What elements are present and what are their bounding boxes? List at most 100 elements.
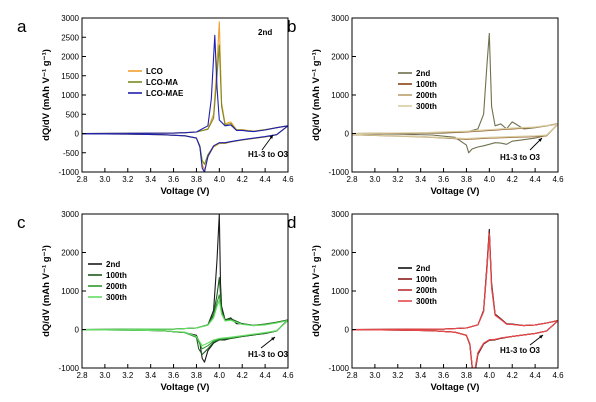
y-tick-label: 0	[345, 130, 350, 139]
x-tick-label: 4.6	[282, 371, 294, 380]
x-tick-label: 3.4	[415, 371, 427, 380]
legend-label: 100th	[416, 80, 437, 89]
y-tick-label: 3000	[331, 14, 349, 23]
x-tick-label: 3.2	[122, 175, 134, 184]
plot-frame	[81, 213, 289, 369]
x-tick-label: 4.4	[530, 371, 542, 380]
y-tick-label: 2000	[331, 53, 349, 62]
legend: 2nd 100th 200th 300th	[398, 69, 437, 111]
x-tick-label: 3.4	[415, 175, 427, 184]
x-tick-label: 4.2	[237, 371, 249, 380]
y-axis-title: dQ/dV (mAh V⁻¹ g⁻¹)	[41, 245, 52, 337]
series-line-4	[352, 233, 558, 368]
x-tick-label: 3.6	[168, 175, 180, 184]
x-tick-label: 3.2	[392, 175, 404, 184]
legend-label: LCO-MAE	[146, 89, 184, 98]
y-tick-label: 0	[75, 326, 80, 335]
panel-c: 2.8 3.0 3.2 3.4 3.6 3.8 4.0 4.2 4.4 4.6 -1000 0 1000…	[17, 210, 294, 393]
panel-d: 2.8 3.0 3.2 3.4 3.6 3.8 4.0 4.2 4.4 4.6 -1000 0 1000…	[287, 210, 564, 393]
legend: 2nd 100th 200th 300th	[88, 260, 127, 302]
x-tick-label: 2.8	[346, 371, 358, 380]
x-axis-title: Voltage (V)	[161, 382, 210, 393]
legend-label: 300th	[416, 297, 437, 306]
y-axis-title: dQ/dV (mAh V⁻¹ g⁻¹)	[311, 49, 322, 141]
x-tick-label: 4.4	[260, 175, 272, 184]
x-tick-label: 3.4	[145, 175, 157, 184]
x-tick-label: 3.6	[438, 175, 450, 184]
x-tick-label: 4.0	[214, 371, 226, 380]
y-tick-label: -1000	[59, 168, 80, 177]
x-tick-label: 2.8	[76, 371, 88, 380]
x-tick-label: 4.6	[552, 175, 564, 184]
legend-label: LCO-MA	[146, 78, 178, 87]
y-tick-label: 1000	[331, 91, 349, 100]
plot-frame	[81, 17, 289, 173]
x-tick-label: 3.8	[191, 371, 203, 380]
x-tick-label: 3.6	[438, 371, 450, 380]
x-tick-label: 4.2	[507, 371, 519, 380]
annotation-arrowhead	[269, 135, 273, 139]
y-tick-label: 2000	[331, 249, 349, 258]
legend-label: 200th	[416, 91, 437, 100]
x-axis-title: Voltage (V)	[161, 186, 210, 197]
x-tick-label: 4.0	[484, 371, 496, 380]
panel-letter: d	[287, 213, 296, 232]
panel-letter: b	[287, 17, 296, 36]
x-tick-label: 3.0	[99, 371, 111, 380]
x-tick-label: 3.8	[461, 175, 473, 184]
series-group	[352, 32, 558, 154]
series-line-3	[82, 294, 288, 350]
y-tick-label: 2000	[61, 249, 79, 258]
annotation-text: H1-3 to O3	[248, 150, 289, 159]
annotation-text: H1-3 to O3	[248, 350, 289, 359]
series-line-3	[82, 34, 288, 172]
legend-label: 2nd	[106, 260, 120, 269]
series-line-1	[82, 21, 288, 171]
x-tick-label: 3.0	[99, 175, 111, 184]
legend-label: 200th	[106, 282, 127, 291]
x-tick-label: 4.0	[214, 175, 226, 184]
x-tick-label: 3.8	[191, 175, 203, 184]
x-tick-label: 4.4	[530, 175, 542, 184]
y-tick-label: 2000	[61, 53, 79, 62]
y-tick-label: -500	[63, 149, 80, 158]
x-tick-label: 3.4	[145, 371, 157, 380]
legend-label: LCO	[146, 67, 163, 76]
x-axis-title: Voltage (V)	[431, 382, 480, 393]
series-line-4	[82, 300, 288, 347]
y-tick-label: 1000	[331, 287, 349, 296]
annotation-text: H1-3 to O3	[500, 153, 541, 162]
x-tick-label: 4.2	[507, 175, 519, 184]
legend-label: 100th	[416, 275, 437, 284]
x-tick-label: 2.8	[76, 175, 88, 184]
cycle-annotation: 2nd	[258, 28, 272, 37]
x-tick-label: 3.0	[369, 175, 381, 184]
y-tick-label: 1500	[61, 72, 79, 81]
panel-a: 2.8 3.0 3.2 3.4 3.6 3.8 4.0 4.2 4.4 4.6 -1000 -500 0…	[17, 14, 294, 197]
legend-label: 2nd	[416, 264, 430, 273]
series-line-2	[82, 44, 288, 165]
y-tick-label: 0	[345, 326, 350, 335]
legend-label: 300th	[416, 102, 437, 111]
annotation-arrowhead	[538, 138, 542, 142]
y-axis-title: dQ/dV (mAh V⁻¹ g⁻¹)	[311, 245, 322, 337]
y-tick-label: 3000	[61, 14, 79, 23]
x-tick-label: 4.2	[237, 175, 249, 184]
legend: LCO LCO-MA LCO-MAE	[128, 67, 184, 98]
y-tick-label: -1000	[329, 364, 350, 373]
plot-frame	[351, 17, 559, 173]
panel-b: 2.8 3.0 3.2 3.4 3.6 3.8 4.0 4.2 4.4 4.6 -1000 0 1000…	[287, 14, 564, 197]
legend-label: 300th	[106, 293, 127, 302]
x-tick-label: 2.8	[346, 175, 358, 184]
y-tick-label: -1000	[59, 364, 80, 373]
x-tick-label: 4.6	[282, 175, 294, 184]
annotation-arrowhead	[271, 337, 275, 341]
series-group	[82, 214, 288, 363]
y-tick-label: 1000	[61, 91, 79, 100]
x-axis-title: Voltage (V)	[431, 186, 480, 197]
x-tick-label: 3.2	[392, 371, 404, 380]
x-tick-label: 4.4	[260, 371, 272, 380]
legend: 2nd 100th 200th 300th	[398, 264, 437, 306]
y-axis-title: dQ/dV (mAh V⁻¹ g⁻¹)	[41, 49, 52, 141]
